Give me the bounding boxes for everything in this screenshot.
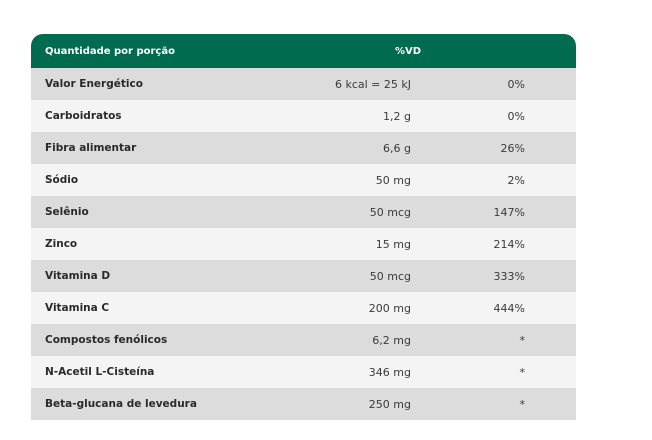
- table-row: Vitamina D 50 mcg 333%: [31, 260, 576, 292]
- table-row: Vitamina C 200 mg 444%: [31, 292, 576, 324]
- nutrient-vd: 2%: [507, 173, 525, 187]
- nutrient-amount: 50 mcg: [369, 269, 411, 283]
- nutrient-vd: 147%: [493, 205, 525, 219]
- nutrient-name: Selênio: [45, 206, 89, 218]
- table-row: Selênio 50 mcg 147%: [31, 196, 576, 228]
- nutrient-amount: 6,6 g: [383, 141, 411, 155]
- vd-header: %VD: [395, 45, 422, 57]
- nutrient-vd: *: [519, 365, 526, 379]
- table-row: Sódio 50 mg 2%: [31, 164, 576, 196]
- nutrient-name: Zinco: [45, 238, 78, 250]
- nutrient-name: Compostos fenólicos: [45, 334, 168, 346]
- nutrition-facts-table: Quantidade por porção %VD Valor Energéti…: [31, 34, 576, 420]
- table-row: Zinco 15 mg 214%: [31, 228, 576, 260]
- table-row: Fibra alimentar 6,6 g 26%: [31, 132, 576, 164]
- nutrient-amount: 50 mg: [375, 173, 411, 187]
- nutrient-amount: 1,2 g: [383, 109, 411, 123]
- nutrient-name: Beta-glucana de levedura: [45, 398, 197, 410]
- nutrient-amount: 6,2 mg: [372, 333, 411, 347]
- table-header: Quantidade por porção %VD: [31, 34, 576, 68]
- nutrient-vd: *: [519, 397, 526, 411]
- nutrient-name: Vitamina C: [45, 302, 110, 314]
- table-row: Carboidratos 1,2 g 0%: [31, 100, 576, 132]
- nutrient-vd: 26%: [500, 141, 525, 155]
- nutrient-amount: 6 kcal = 25 kJ: [334, 77, 411, 91]
- nutrient-name: Valor Energético: [45, 78, 143, 90]
- table-row: N-Acetil L-Cisteína 346 mg *: [31, 356, 576, 388]
- nutrient-amount: 346 mg: [368, 365, 411, 379]
- nutrient-name: Vitamina D: [45, 270, 111, 282]
- nutrient-name: Sódio: [45, 174, 79, 186]
- table-row: Valor Energético 6 kcal = 25 kJ 0%: [31, 68, 576, 100]
- table-row: Compostos fenólicos 6,2 mg *: [31, 324, 576, 356]
- nutrient-amount: 15 mg: [375, 237, 411, 251]
- nutrient-name: Carboidratos: [45, 110, 122, 122]
- portion-header: Quantidade por porção: [45, 45, 175, 57]
- nutrient-amount: 50 mcg: [369, 205, 411, 219]
- nutrient-vd: *: [519, 333, 526, 347]
- nutrient-vd: 214%: [493, 237, 525, 251]
- nutrient-amount: 250 mg: [368, 397, 411, 411]
- nutrient-vd: 0%: [507, 109, 525, 123]
- nutrient-name: N-Acetil L-Cisteína: [45, 366, 155, 378]
- nutrient-amount: 200 mg: [368, 301, 411, 315]
- nutrient-vd: 333%: [493, 269, 525, 283]
- nutrient-vd: 0%: [507, 77, 525, 91]
- nutrient-name: Fibra alimentar: [45, 142, 137, 154]
- table-row: Beta-glucana de levedura 250 mg *: [31, 388, 576, 420]
- nutrient-vd: 444%: [493, 301, 525, 315]
